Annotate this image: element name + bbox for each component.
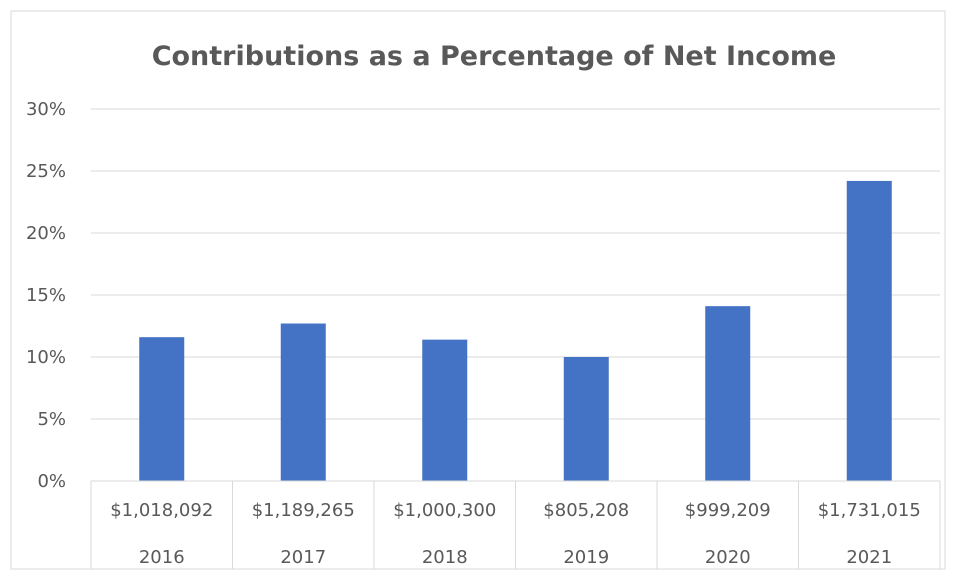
- x-category-year: 2017: [280, 547, 326, 568]
- x-category-year: 2018: [422, 547, 468, 568]
- y-tick-label: 5%: [37, 409, 66, 430]
- y-tick-label: 0%: [37, 471, 66, 492]
- y-tick-label: 25%: [26, 161, 66, 182]
- y-tick-label: 15%: [26, 285, 66, 306]
- chart-border: [10, 10, 946, 570]
- y-tick-label: 20%: [26, 223, 66, 244]
- x-category-year: 2021: [846, 547, 892, 568]
- x-category-amount: $1,731,015: [818, 500, 921, 521]
- bar-2016: [139, 337, 185, 481]
- bar-2020: [705, 306, 751, 481]
- bars: [139, 180, 892, 482]
- x-category-amount: $805,208: [543, 500, 629, 521]
- bar-2019: [563, 357, 609, 481]
- x-category-year: 2020: [705, 547, 751, 568]
- x-axis: $1,018,092 2016 $1,189,265 2017 $1,000,300 20…: [90, 480, 941, 569]
- x-category-amount: $1,000,300: [393, 500, 496, 521]
- gridlines: [91, 108, 940, 420]
- chart-title: Contributions as a Percentage of Net Inc…: [152, 41, 837, 72]
- x-category-year: 2019: [563, 547, 609, 568]
- y-tick-label: 30%: [26, 99, 66, 120]
- y-tick-label: 10%: [26, 347, 66, 368]
- x-category-amount: $999,209: [685, 500, 771, 521]
- y-axis-tick-labels: 0% 5% 10% 15% 20% 25% 30%: [26, 99, 66, 492]
- x-category-amount: $1,189,265: [252, 500, 355, 521]
- bar-2018: [422, 339, 468, 481]
- bar-2017: [280, 323, 326, 481]
- bar-2021: [846, 180, 892, 482]
- x-category-year: 2016: [139, 547, 185, 568]
- x-category-amount: $1,018,092: [110, 500, 213, 521]
